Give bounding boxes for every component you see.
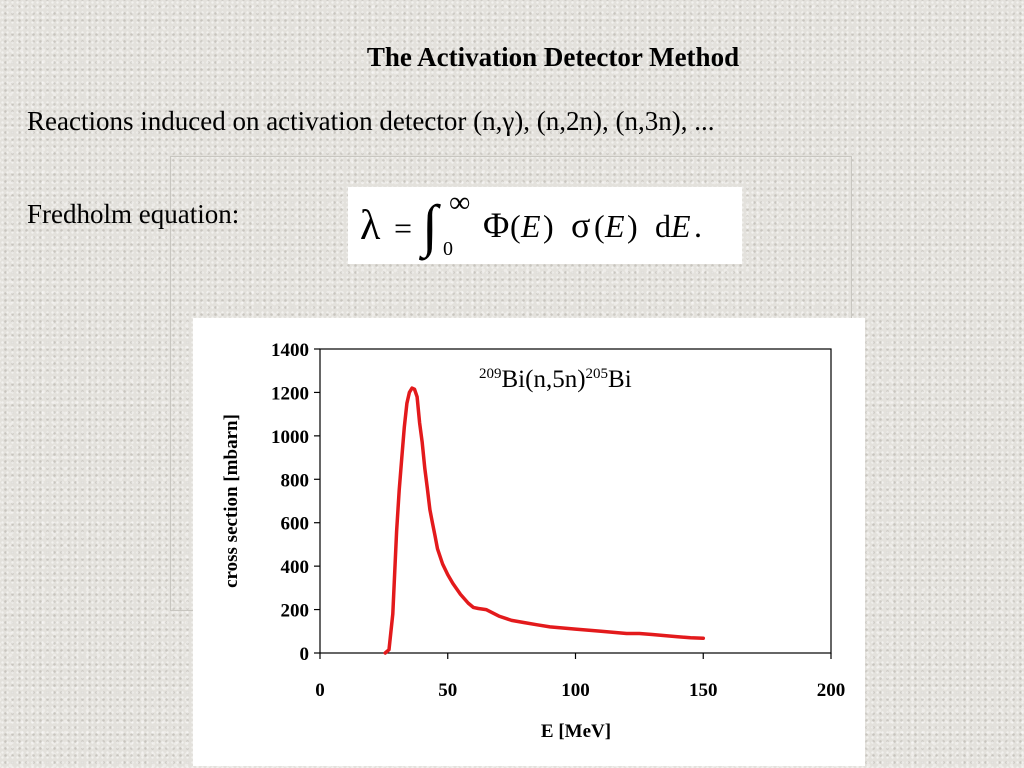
flux-symbol: Φ [483,205,509,245]
cs-variable: E [604,208,625,244]
integral-upper-limit: ∞ [449,187,470,219]
reaction-annotation: 209Bi(n,5n)205Bi [479,366,632,393]
cs-open-paren: ( [594,208,605,244]
y-tick-label-0: 0 [300,644,310,665]
equation-lhs: λ [360,203,381,249]
flux-open-paren: ( [510,208,521,244]
flux-variable: E [520,208,541,244]
x-tick-label-4: 200 [817,680,846,701]
slide-title: The Activation Detector Method [366,42,740,72]
x-tick-label-3: 150 [689,680,718,701]
cross-section-chart: 0 200 400 600 800 1000 1200 1400 0 50 100 150 200 2… [221,340,846,742]
x-tick-label-1: 50 [438,680,457,701]
target-mass-number: 209 [479,366,502,382]
y-tick-label-5: 1000 [271,427,309,448]
equation-equals: = [394,210,412,246]
integral-sign: ∫ [418,193,441,261]
target-reaction: Bi(n,5n) [502,366,586,393]
chart-panel: 0 200 400 600 800 1000 1200 1400 0 50 100 150 200 2… [193,318,865,766]
y-tick-label-2: 400 [281,557,310,578]
product-mass-number: 205 [586,366,609,382]
differential-d: d [655,208,671,244]
plot-area-border [319,348,832,654]
x-axis-label: E [MeV] [541,721,611,742]
y-tick-label-7: 1400 [271,340,309,361]
equation-period: . [694,208,702,244]
product-element: Bi [608,366,632,393]
series-line [383,386,706,655]
fredholm-equation: λ = ∫ ∞ 0 Φ ( E ) σ ( E ) d E . [348,187,742,264]
fredholm-label: Fredholm equation: [27,199,240,229]
cross-section-symbol: σ [571,205,590,245]
y-tick-label-6: 1200 [271,383,309,404]
y-axis-label: cross section [mbarn] [221,414,242,588]
integral-lower-limit: 0 [443,238,453,260]
y-tick-label-4: 800 [281,470,310,491]
y-tick-label-3: 600 [281,514,310,535]
x-tick-label-0: 0 [315,680,325,701]
flux-close-paren: ) [543,208,554,244]
y-tick-label-1: 200 [281,601,310,622]
cs-close-paren: ) [627,208,638,244]
differential-variable: E [670,208,691,244]
x-tick-label-2: 100 [561,680,590,701]
reactions-line: Reactions induced on activation detector… [27,106,715,136]
